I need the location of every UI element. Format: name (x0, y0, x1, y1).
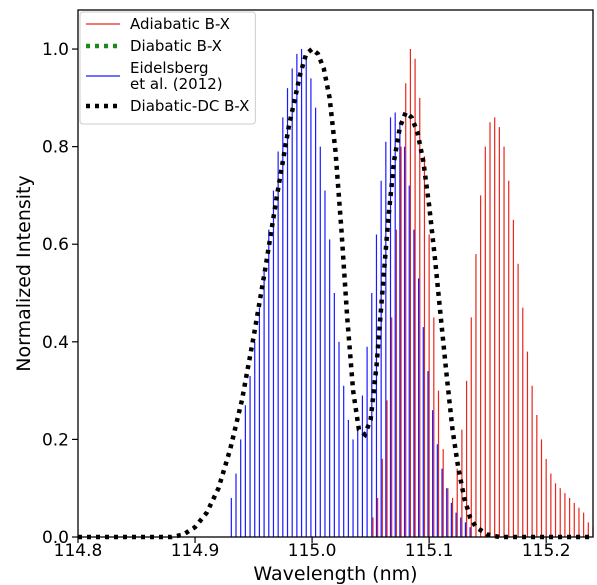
y-tick-label: 0.8 (42, 138, 69, 158)
y-tick-label: 0.6 (42, 235, 69, 255)
x-tick-label: 115.0 (288, 541, 337, 561)
y-tick-label: 0.0 (42, 528, 69, 548)
x-tick-label: 114.8 (54, 541, 103, 561)
legend-label-0: Adiabatic B-X (130, 15, 230, 33)
legend-label-line: Diabatic B-X (130, 37, 222, 55)
legend: Adiabatic B-X Diabatic B-X Eidelsberg et al… (79, 11, 256, 125)
series-3 (78, 46, 593, 540)
legend-label-1: Diabatic B-X (130, 37, 222, 55)
legend-label-2: Eidelsberg et al. (2012) (130, 59, 223, 93)
legend-label-line: Adiabatic B-X (130, 15, 230, 33)
y-tick-label: 1.0 (42, 40, 69, 60)
y-tick-label: 0.4 (42, 333, 69, 353)
y-tick-label: 0.2 (42, 430, 69, 450)
series-3-line (78, 46, 593, 540)
x-tick-label: 115.2 (522, 541, 571, 561)
legend-label-3: Diabatic-DC B-X (130, 97, 249, 115)
y-axis: 0.0 0.2 0.4 0.6 0.8 1.0 (42, 40, 78, 548)
series-0 (372, 49, 594, 537)
legend-label-line: et al. (2012) (130, 75, 223, 93)
axes-frame (77, 9, 594, 538)
legend-box (79, 11, 256, 125)
x-axis: 114.8 114.9 115.0 115.1 115.2 (54, 537, 571, 561)
y-axis-title: Normalized Intensity (13, 175, 35, 372)
legend-label-line: Eidelsberg (130, 59, 209, 77)
series-layer (78, 46, 594, 540)
series-2 (230, 49, 471, 537)
legend-label-line: Diabatic-DC B-X (130, 97, 249, 115)
x-axis-title: Wavelength (nm) (253, 563, 417, 585)
legend-items: Adiabatic B-X Diabatic B-X Eidelsberg et al… (86, 15, 249, 115)
plot-area (77, 9, 594, 540)
x-tick-label: 114.9 (171, 541, 220, 561)
x-tick-label: 115.1 (405, 541, 454, 561)
